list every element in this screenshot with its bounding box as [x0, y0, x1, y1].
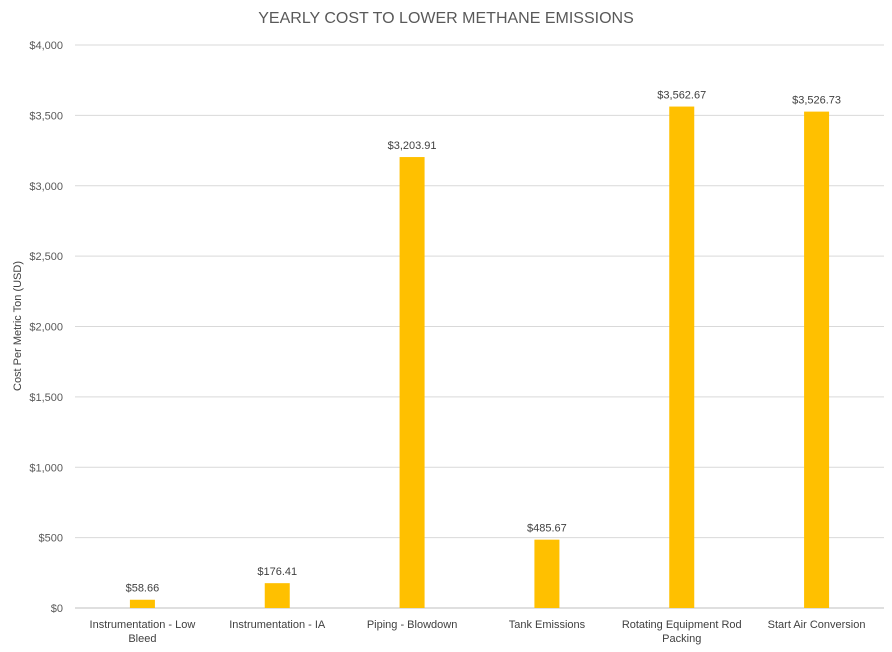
x-tick-label: Tank Emissions [509, 619, 586, 631]
bar [129, 599, 155, 608]
bar [669, 106, 695, 608]
bar [534, 539, 560, 608]
data-label: $485.67 [527, 523, 567, 535]
x-tick-label: Instrumentation - IA [229, 619, 326, 631]
y-tick-label: $3,000 [29, 181, 63, 193]
bar [804, 111, 830, 608]
y-tick-label: $3,500 [29, 110, 63, 122]
x-tick-label: Start Air Conversion [768, 619, 866, 631]
y-tick-label: $1,000 [29, 462, 63, 474]
x-tick-label: Piping - Blowdown [367, 619, 458, 631]
bar [399, 157, 425, 608]
data-label: $176.41 [257, 566, 297, 578]
y-tick-label: $0 [51, 603, 63, 615]
data-label: $3,203.91 [388, 140, 437, 152]
y-axis-ticks: $0 $500 $1,000 $1,500 $2,000 $2,500 $3,000 $3,5… [29, 40, 63, 615]
y-tick-label: $4,000 [29, 40, 63, 52]
data-label: $3,562.67 [657, 90, 706, 102]
gridlines [75, 44, 884, 609]
x-tick-label: Instrumentation - Low Bleed [90, 619, 196, 645]
chart-title: YEARLY COST TO LOWER METHANE EMISSIONS [258, 10, 634, 27]
y-axis-label: Cost Per Metric Ton (USD) [12, 261, 24, 391]
x-tick-label: Rotating Equipment Rod Packing [622, 619, 742, 645]
y-tick-label: $2,000 [29, 322, 63, 334]
x-axis-ticks: Instrumentation - Low Bleed Instrumentatio… [90, 619, 866, 645]
data-label: $3,526.73 [792, 95, 841, 107]
data-label: $58.66 [126, 583, 160, 595]
y-tick-label: $2,500 [29, 251, 63, 263]
data-labels: $58.66 $176.41 $3,203.91 $485.67 $3,562.67 $3… [126, 90, 841, 595]
bar [264, 583, 290, 608]
y-tick-label: $500 [39, 533, 63, 545]
bars [129, 106, 830, 608]
y-tick-label: $1,500 [29, 392, 63, 404]
